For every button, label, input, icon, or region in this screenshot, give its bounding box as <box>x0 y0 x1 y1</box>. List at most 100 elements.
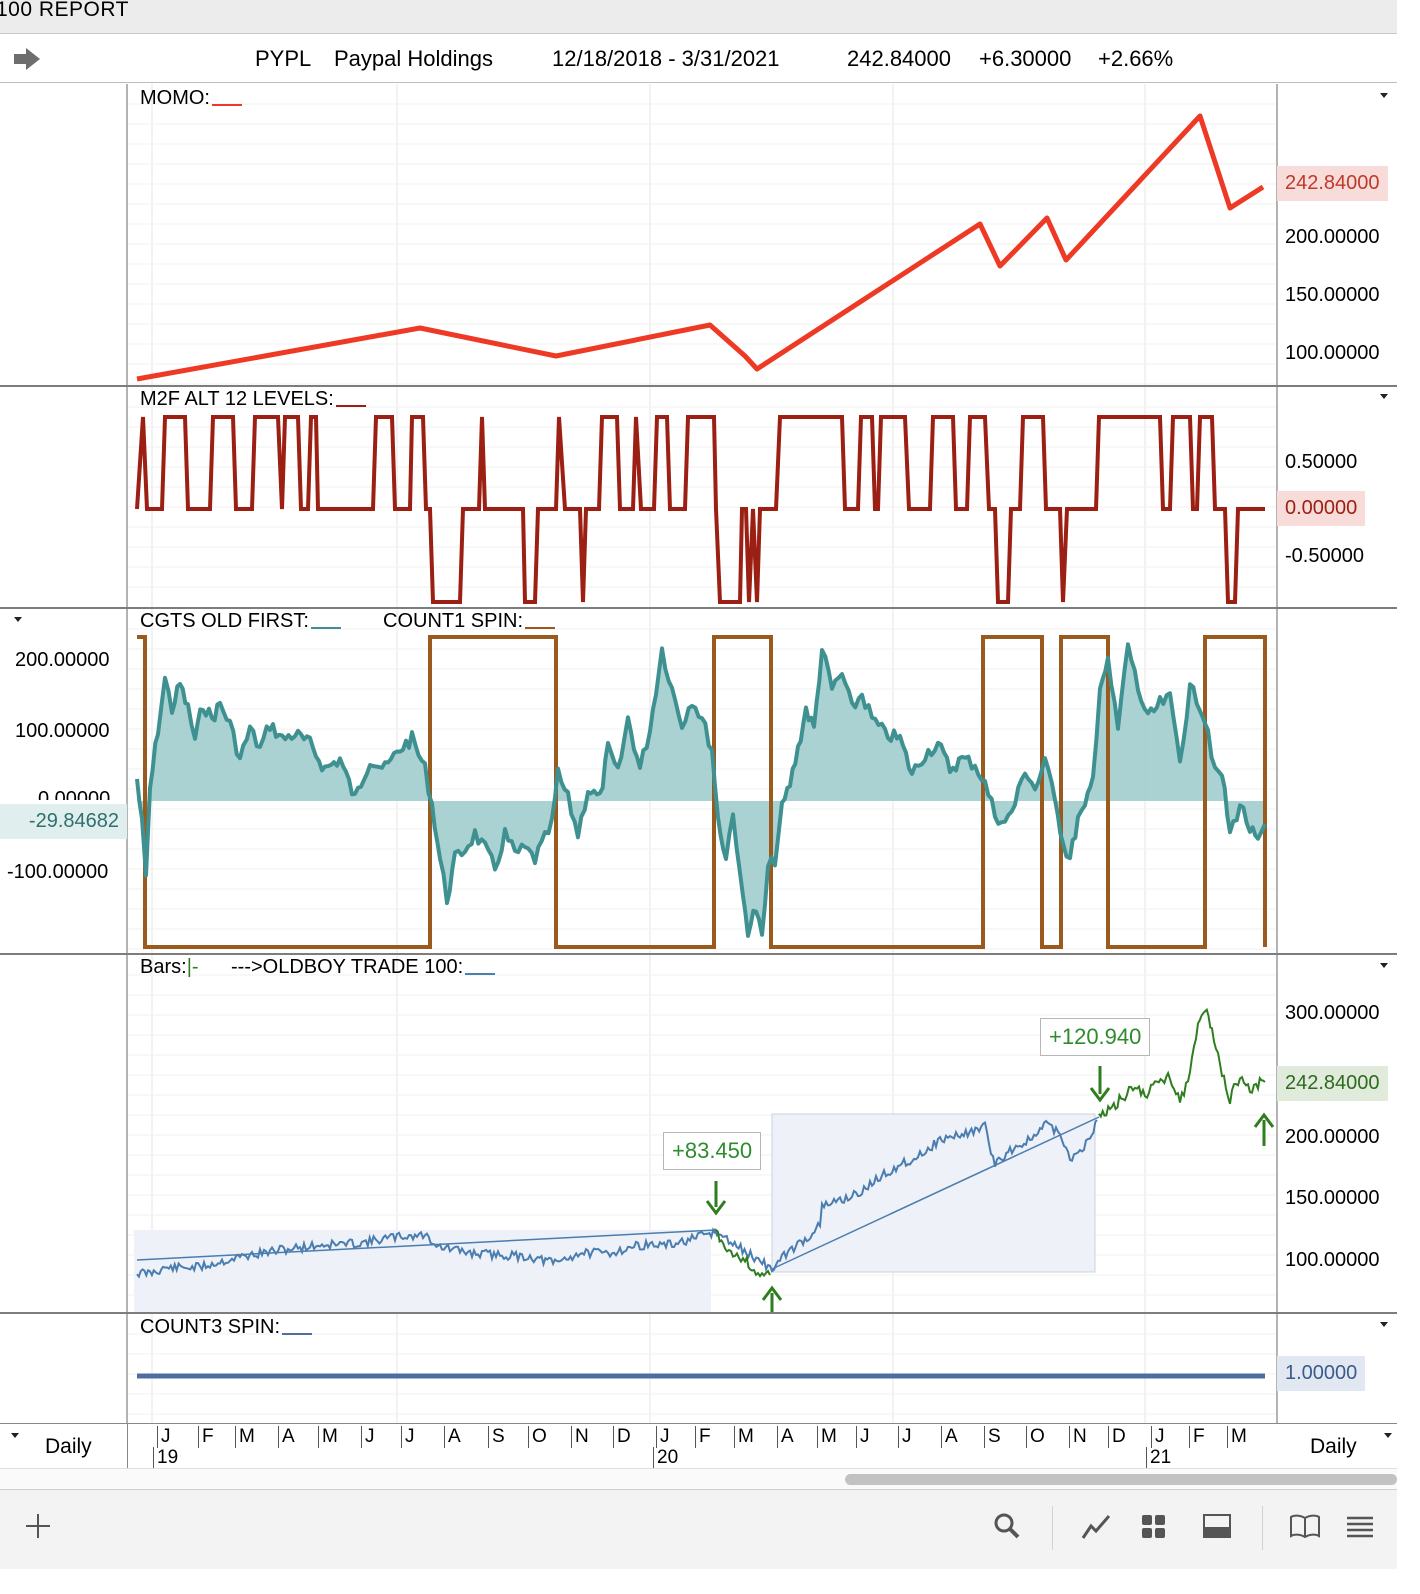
cgts-chart <box>126 609 1278 953</box>
window-titlebar: 100 REPORT <box>0 0 1397 34</box>
month-label: A <box>278 1426 295 1448</box>
momo-chart <box>126 84 1278 385</box>
month-label: M <box>734 1426 754 1448</box>
month-label: A <box>444 1426 461 1448</box>
chart-window: 100 REPORT PYPL Paypal Holdings 12/18/20… <box>0 0 1397 1569</box>
search-icon[interactable] <box>993 1512 1021 1540</box>
price-bars-blue <box>136 1119 1098 1279</box>
arrow-up-icon <box>1253 1112 1275 1146</box>
arrow-right-icon[interactable] <box>12 46 42 72</box>
month-label: M <box>1227 1426 1247 1448</box>
cgts-panel[interactable]: CGTS OLD FIRST: COUNT1 SPIN: 200.00000 1… <box>0 609 1397 955</box>
month-label: M <box>318 1426 338 1448</box>
month-label: S <box>984 1426 1001 1448</box>
horizontal-scrollbar[interactable] <box>0 1468 1397 1489</box>
axis-tick: 100.00000 <box>15 720 110 742</box>
month-label: N <box>571 1426 589 1448</box>
month-label: D <box>1108 1426 1126 1448</box>
oldboy-title: --->OLDBOY TRADE 100: <box>231 956 496 979</box>
panel-menu-button[interactable] <box>1380 394 1388 399</box>
panel-menu-button[interactable] <box>1380 963 1388 968</box>
symbol-header: PYPL Paypal Holdings 12/18/2018 - 3/31/2… <box>0 34 1397 83</box>
last-price: 242.84000 <box>847 46 951 71</box>
book-icon[interactable] <box>1289 1512 1321 1540</box>
month-label: F <box>1189 1426 1205 1448</box>
month-label: S <box>488 1426 505 1448</box>
cgts-title: CGTS OLD FIRST: <box>140 610 341 633</box>
axis-tick: 200.00000 <box>1285 226 1380 248</box>
symbol: PYPL <box>255 46 312 71</box>
count1-title: COUNT1 SPIN: <box>383 610 556 633</box>
arrow-up-icon <box>761 1285 783 1312</box>
count3-panel[interactable]: COUNT3 SPIN: 1.00000 <box>0 1314 1397 1423</box>
last-value-tag: 0.00000 <box>1277 491 1366 526</box>
axis-tick: 100.00000 <box>1285 1249 1380 1271</box>
chart-line-icon[interactable] <box>1081 1512 1111 1540</box>
month-label: A <box>777 1426 794 1448</box>
year-label: 19 <box>153 1447 178 1469</box>
time-axis: Daily J F M A M J J A S O N D J F M A M J J A S O N D J F M 19 20 21 … <box>0 1423 1397 1469</box>
year-label: 21 <box>1146 1447 1171 1469</box>
arrow-down-icon <box>705 1181 727 1216</box>
axis-tick: 200.00000 <box>15 649 110 671</box>
last-value-tag: 242.84000 <box>1277 1066 1388 1101</box>
add-icon[interactable] <box>24 1512 52 1540</box>
window-title: 100 REPORT <box>0 0 129 21</box>
axis-tick: -100.00000 <box>7 861 109 883</box>
axis-tick: -0.50000 <box>1285 545 1364 567</box>
momo-line <box>136 113 1265 382</box>
cgts-line <box>135 642 1267 938</box>
month-labels: J F M A M J J A S O N D J F M A M J J A S O N D J F M 19 20 21 <box>127 1424 1408 1469</box>
axis-tick: 100.00000 <box>1285 342 1380 364</box>
price-change-percent: +2.66% <box>1098 46 1174 71</box>
month-label: J <box>1151 1426 1165 1448</box>
period-selector-left[interactable]: Daily <box>45 1435 92 1458</box>
panel-menu-button[interactable] <box>1380 93 1388 98</box>
period-selector-right[interactable]: Daily <box>1310 1435 1357 1458</box>
axis-tick: 0.00000 <box>38 788 111 800</box>
period-menu-button[interactable] <box>11 1433 19 1438</box>
axis-tick: 150.00000 <box>1285 1187 1380 1209</box>
month-label: J <box>656 1426 670 1448</box>
trade-zone <box>134 1230 711 1312</box>
last-value-tag: 1.00000 <box>1277 1356 1366 1391</box>
momo-panel[interactable]: MOMO: 200.00000 150.00000 100.00000 242.… <box>0 84 1397 387</box>
price-bars-green <box>715 1229 771 1278</box>
toolbar-separator <box>1262 1506 1263 1550</box>
grid-icon[interactable] <box>1140 1512 1168 1540</box>
axis-tick: 300.00000 <box>1285 1002 1380 1024</box>
month-label: M <box>235 1426 255 1448</box>
panel-menu-button[interactable] <box>1380 1322 1388 1327</box>
month-label: F <box>695 1426 711 1448</box>
year-label: 20 <box>653 1447 678 1469</box>
m2f-step-line <box>135 415 1265 604</box>
period-menu-button[interactable] <box>1384 1433 1392 1438</box>
arrow-down-icon <box>1089 1066 1111 1103</box>
bars-chart <box>126 955 1278 1312</box>
trade-profit-label: +83.450 <box>663 1132 762 1170</box>
month-label: J <box>361 1426 375 1448</box>
list-icon[interactable] <box>1345 1512 1375 1540</box>
scrollbar-thumb[interactable] <box>845 1474 1397 1485</box>
m2f-chart <box>126 387 1278 607</box>
month-label: J <box>856 1426 870 1448</box>
count3-title: COUNT3 SPIN: <box>140 1316 313 1339</box>
panel-icon[interactable] <box>1202 1512 1232 1540</box>
momo-title: MOMO: <box>140 87 242 110</box>
month-label: J <box>898 1426 912 1448</box>
month-label: O <box>528 1426 547 1448</box>
price-bars-green <box>1098 1007 1266 1119</box>
month-label: J <box>401 1426 415 1448</box>
month-label: J <box>157 1426 171 1448</box>
m2f-panel[interactable]: M2F ALT 12 LEVELS: 0.50000 -0.50000 0.00… <box>0 387 1397 609</box>
month-label: M <box>817 1426 837 1448</box>
last-value-tag: -29.84682 <box>0 804 127 839</box>
count3-chart <box>126 1314 1278 1423</box>
trade-zone <box>771 1113 1096 1273</box>
month-label: D <box>613 1426 631 1448</box>
cgts-area <box>137 644 1265 936</box>
bars-panel[interactable]: Bars:|- --->OLDBOY TRADE 100: +83.450 +1… <box>0 955 1397 1314</box>
panel-menu-button[interactable] <box>14 617 22 622</box>
company-name: Paypal Holdings <box>334 46 493 71</box>
price-change: +6.30000 <box>979 46 1072 71</box>
